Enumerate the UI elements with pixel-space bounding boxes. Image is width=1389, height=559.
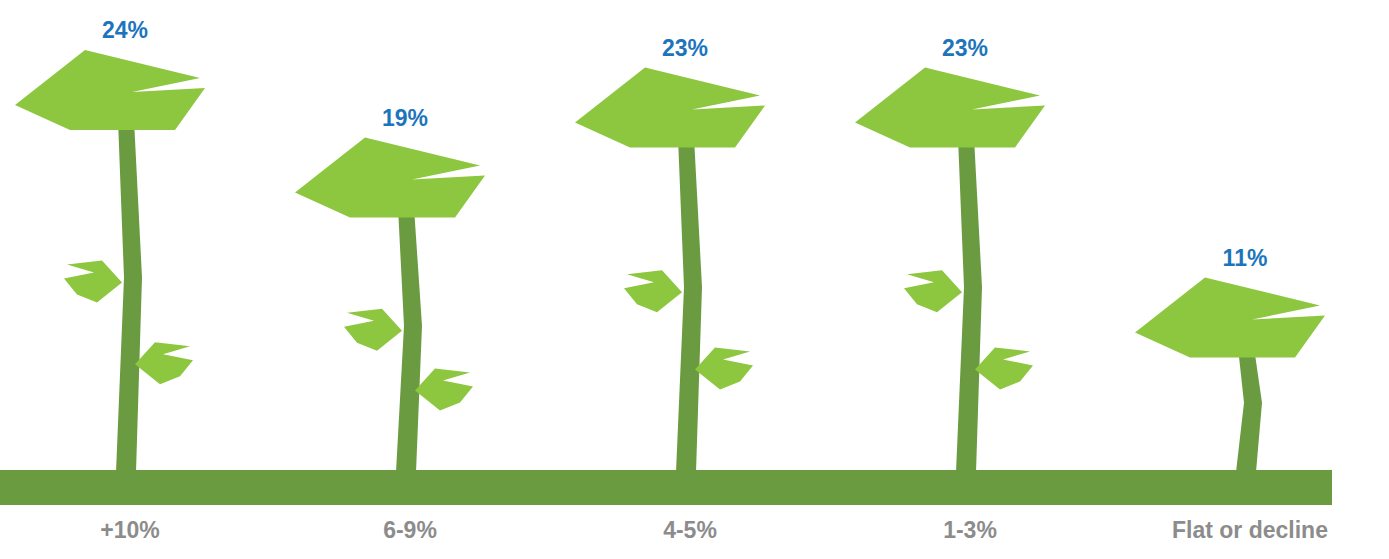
stem: [1236, 348, 1262, 473]
plant: [295, 138, 485, 473]
top-leaf: [575, 68, 765, 148]
side-leaf: [135, 342, 193, 384]
side-leaf: [975, 347, 1033, 389]
top-leaf: [1135, 278, 1325, 358]
side-leaf: [695, 347, 753, 389]
data-label: 19%: [382, 105, 428, 131]
ground: [0, 470, 1332, 505]
stem: [676, 138, 702, 473]
category-label: 4-5%: [663, 517, 717, 543]
side-leaf: [415, 369, 473, 411]
data-label: 11%: [1223, 245, 1268, 271]
top-leaf: [295, 138, 485, 218]
stem: [396, 208, 422, 473]
plant: [575, 68, 765, 473]
plant: [1135, 278, 1325, 473]
category-label: Flat or decline: [1172, 517, 1328, 543]
data-label: 23%: [662, 35, 708, 61]
plants: [15, 50, 1325, 472]
side-leaf: [64, 261, 122, 303]
plant: [15, 50, 205, 472]
stem: [116, 120, 142, 472]
side-leaf: [344, 309, 402, 351]
top-leaf: [855, 68, 1045, 148]
stem: [956, 138, 982, 473]
category-label: 1-3%: [943, 517, 997, 543]
category-label: +10%: [100, 517, 159, 543]
top-leaf: [15, 50, 205, 130]
chart: 24% +10% 19% 6-9% 23% 4-5% 23% 1-3% 11% Flat or d…: [0, 0, 1389, 559]
plant: [855, 68, 1045, 473]
side-leaf: [904, 270, 962, 312]
category-label: 6-9%: [383, 517, 437, 543]
side-leaf: [624, 270, 682, 312]
data-label: 24%: [102, 17, 148, 43]
data-label: 23%: [942, 35, 988, 61]
